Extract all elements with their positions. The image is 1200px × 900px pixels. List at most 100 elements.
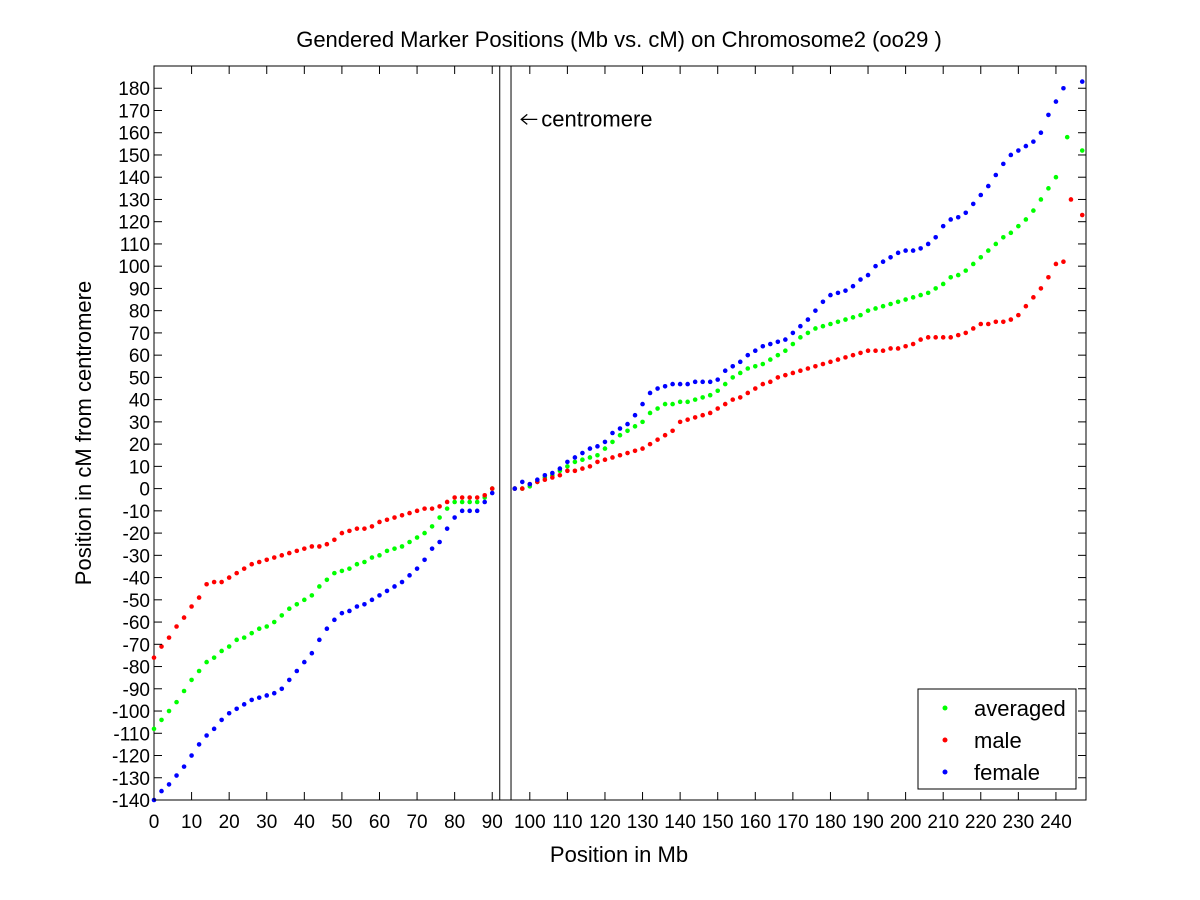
x-tick-label: 120 [589,812,621,833]
averaged-point [204,659,209,665]
male-point [813,363,818,369]
female-point [790,330,796,336]
male-point [1046,275,1051,280]
male-point [895,346,901,351]
female-point [535,477,540,483]
male-point [880,348,886,354]
male-point [1038,286,1044,291]
female-point [377,593,382,598]
averaged-point [467,499,472,505]
male-point [489,486,495,491]
male-point [279,553,285,558]
averaged-point [459,499,465,505]
male-point [1008,317,1014,322]
male-point [617,452,623,458]
female-point [384,588,390,594]
averaged-point [302,597,307,603]
x-tick-label: 50 [331,812,352,833]
y-tick-label: 160 [118,124,150,145]
legend-label-female: female [974,760,1040,785]
plot-area [153,65,1087,801]
male-point [985,321,991,327]
female-point [309,650,315,656]
averaged-point [279,613,285,618]
female-point [925,241,931,247]
male-point [249,561,255,567]
female-point [512,486,518,491]
female-point [880,259,886,265]
male-point [557,472,563,478]
y-tick-label: 130 [118,190,150,211]
y-tick-label: -100 [112,702,150,723]
male-point [482,492,488,498]
legend: averaged male female [917,688,1077,790]
male-point [414,508,420,514]
x-tick-label: 200 [890,812,922,833]
male-point [542,477,548,483]
y-tick-label: -10 [123,502,150,523]
averaged-point [880,303,886,309]
female-point [655,386,660,391]
x-axis-label: Position in Mb [550,842,688,867]
male-point [692,415,698,420]
male-point [858,350,863,356]
female-point [820,299,826,305]
male-point [234,570,239,576]
female-point [813,308,818,313]
male-point [835,357,841,362]
series-layer [151,79,1085,803]
female-point [1016,148,1021,153]
female-point [474,508,480,514]
averaged-point [399,544,405,549]
female-point [211,726,217,732]
x-tick-label: 20 [219,812,240,833]
averaged-point [843,317,848,322]
x-tick-label: 220 [965,812,997,833]
averaged-point [865,308,871,313]
male-point [978,321,984,327]
female-point [798,323,803,329]
male-point [196,595,202,600]
female-point [895,250,901,256]
averaged-point [640,419,645,425]
averaged-point [850,315,856,320]
averaged-point [286,606,292,612]
female-point [805,317,811,322]
female-point [888,254,893,260]
female-point [700,379,705,385]
x-tick-label: 90 [482,812,503,833]
female-point [241,702,247,707]
averaged-point [437,515,442,520]
male-point [752,386,758,391]
female-point [768,341,773,347]
x-tick-label: 30 [256,812,277,833]
averaged-point [211,655,217,660]
y-axis: -140-130-120-110-100-90-80-70-60-50-40-3… [112,79,1086,812]
male-point [798,368,803,374]
averaged-point [587,455,593,460]
female-point [677,381,683,387]
female-point [940,223,946,229]
y-tick-label: 110 [120,235,150,256]
male-point [647,441,653,447]
female-point [722,368,728,374]
x-tick-label: 190 [852,812,884,833]
female-point [452,515,457,520]
female-point [933,234,938,240]
y-tick-label: 50 [129,368,150,389]
averaged-point [790,341,796,347]
female-point [459,508,465,514]
averaged-point [707,392,713,398]
male-point [1061,259,1066,265]
male-point [377,519,382,525]
male-point [264,557,270,563]
male-point [474,495,480,500]
y-tick-label: 80 [129,302,150,323]
averaged-point [369,555,375,560]
female-point [414,566,420,571]
averaged-point [700,395,705,400]
x-tick-label: 100 [514,812,546,833]
averaged-point [392,546,397,551]
averaged-point [617,432,623,438]
averaged-point [768,357,773,362]
